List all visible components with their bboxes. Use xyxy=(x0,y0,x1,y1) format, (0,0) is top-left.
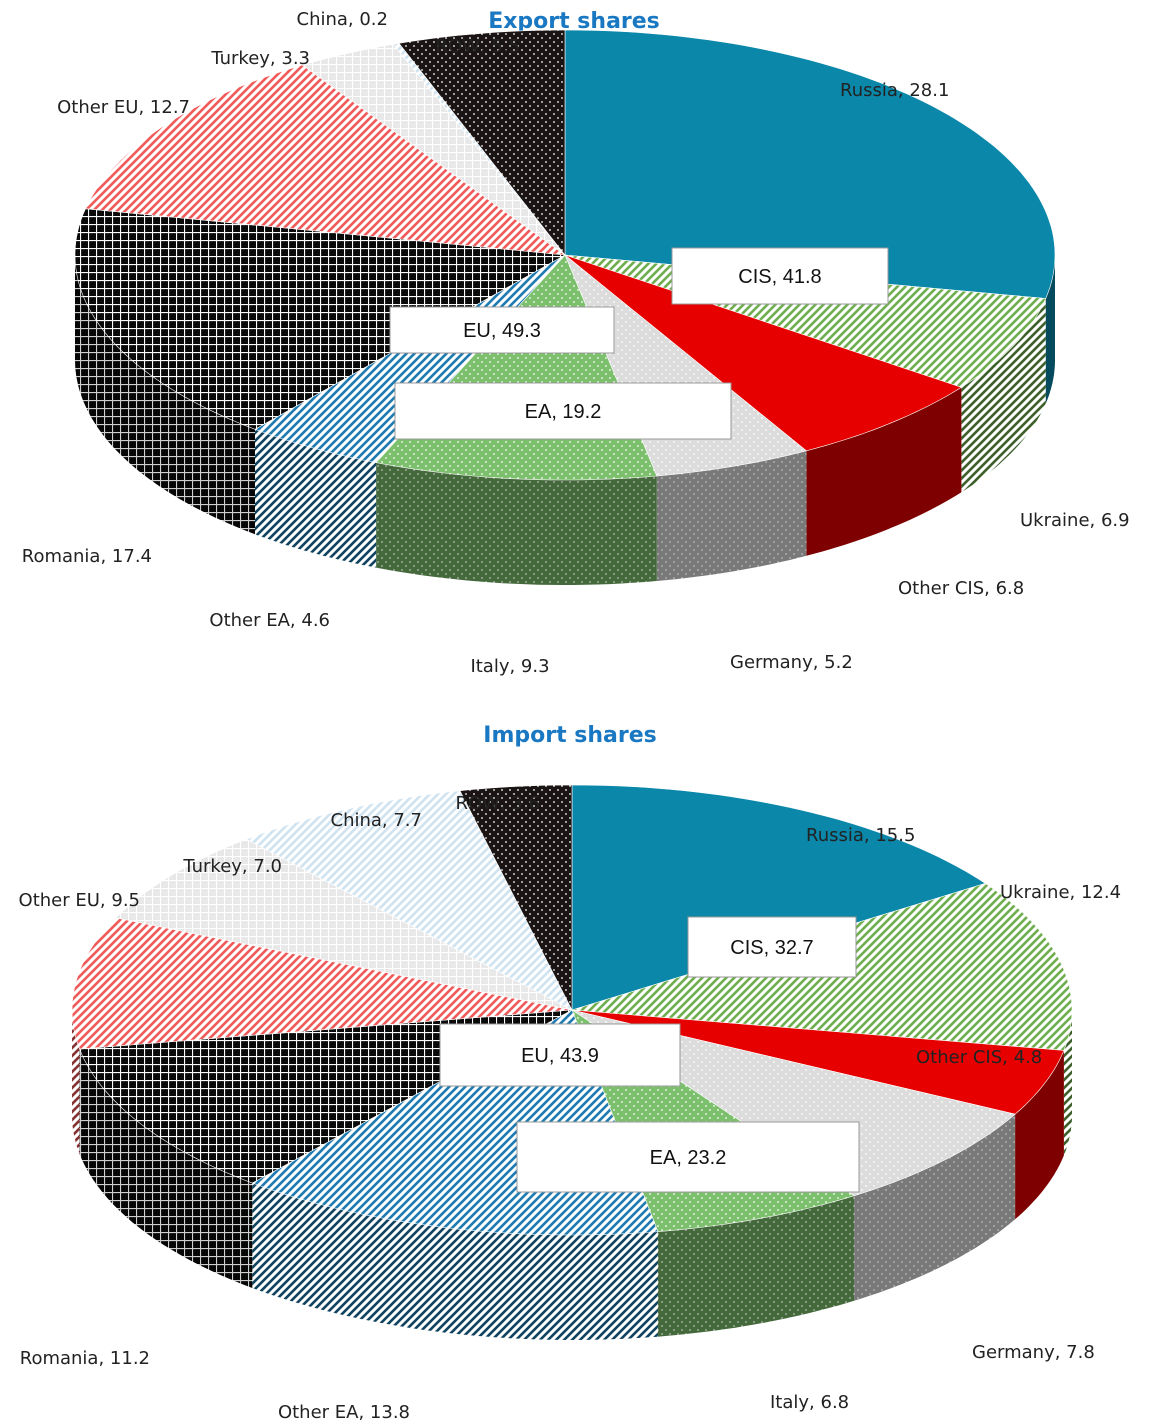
group-label-eu: EU, 49.3 xyxy=(463,320,541,342)
slice-label-china: China, 0.2 xyxy=(297,9,389,30)
export-slice-labels: Russia, 28.1 Ukraine, 6.9 Other CIS, 6.8 Ge… xyxy=(22,9,1130,677)
slice-other-cis xyxy=(564,254,963,452)
slice-label-other-ea: Other EA, 13.8 xyxy=(278,1402,410,1423)
slice-other-eu xyxy=(71,917,573,1050)
slice-side-other-eu xyxy=(72,1010,80,1154)
slice-label-russia: Russia, 15.5 xyxy=(806,825,915,846)
slice-row xyxy=(398,29,566,256)
slice-label-china: China, 7.7 xyxy=(331,810,423,831)
slice-label-other-eu: Other EU, 9.5 xyxy=(19,890,140,911)
slice-side-germany xyxy=(854,1114,1016,1301)
group-box-cis xyxy=(671,247,889,305)
slice-label-row: ROW, 5.5 xyxy=(435,36,520,57)
slice-label-other-eu: Other EU, 12.7 xyxy=(57,97,190,118)
group-box-ea xyxy=(394,382,732,440)
slice-label-ukraine: Ukraine, 6.9 xyxy=(1020,510,1130,531)
slice-russia xyxy=(571,784,987,1011)
import-shares-chart: Import shares Russia, 15.5 Ukraine, 12.4 O… xyxy=(19,723,1122,1423)
slice-label-turkey: Turkey, 3.3 xyxy=(210,48,310,69)
slice-row xyxy=(459,784,573,1011)
slice-turkey xyxy=(301,43,566,256)
slice-label-germany: Germany, 7.8 xyxy=(972,1342,1095,1363)
slice-label-other-ea: Other EA, 4.6 xyxy=(209,610,330,631)
group-box-eu xyxy=(389,306,615,354)
slice-side-italy xyxy=(657,1195,855,1337)
slice-side-russia xyxy=(1045,255,1055,404)
slice-label-ukraine: Ukraine, 12.4 xyxy=(1000,882,1121,903)
slice-label-italy: Italy, 6.8 xyxy=(770,1392,849,1413)
slice-side-other-cis xyxy=(806,387,962,556)
slice-label-turkey: Turkey, 7.0 xyxy=(182,856,282,877)
slice-romania xyxy=(74,208,566,430)
slice-germany xyxy=(571,1009,1016,1197)
group-label-eu: EU, 43.9 xyxy=(521,1045,599,1067)
slice-germany xyxy=(564,254,808,477)
slice-side-other-ea xyxy=(252,1183,658,1340)
slice-label-romania: Romania, 17.4 xyxy=(22,546,152,567)
slice-china xyxy=(245,790,573,1011)
group-box-ea xyxy=(516,1121,860,1193)
import-chart-title: Import shares xyxy=(483,723,656,748)
slice-label-other-cis: Other CIS, 4.8 xyxy=(916,1047,1042,1068)
slice-other-cis xyxy=(571,1009,1065,1115)
export-group-labels: CIS, 41.8 EU, 49.3 EA, 19.2 xyxy=(389,247,889,440)
slice-side-germany xyxy=(656,450,807,581)
slice-label-germany: Germany, 5.2 xyxy=(730,652,853,673)
slice-label-russia: Russia, 28.1 xyxy=(840,80,949,101)
slice-other-eu xyxy=(85,64,567,256)
import-slice-labels: Russia, 15.5 Ukraine, 12.4 Other CIS, 4.8 G… xyxy=(19,793,1122,1423)
slice-side-italy xyxy=(376,462,657,585)
group-label-cis: CIS, 32.7 xyxy=(730,937,813,959)
group-label-cis: CIS, 41.8 xyxy=(738,266,821,288)
group-label-ea: EA, 19.2 xyxy=(525,401,602,423)
slice-side-ukraine xyxy=(1063,1010,1072,1156)
group-box-cis xyxy=(687,916,857,978)
group-label-ea: EA, 23.2 xyxy=(650,1147,727,1169)
slice-russia xyxy=(564,29,1056,299)
slice-side-ukraine xyxy=(961,298,1046,493)
slice-side-other-cis xyxy=(1015,1050,1064,1220)
slice-label-row: ROW, 3.6 xyxy=(455,793,540,814)
slice-side-other-ea xyxy=(255,429,377,568)
group-box-eu xyxy=(439,1023,681,1087)
slice-label-italy: Italy, 9.3 xyxy=(470,656,549,677)
slice-side-romania xyxy=(75,255,255,535)
slice-label-other-cis: Other CIS, 6.8 xyxy=(898,578,1024,599)
import-group-labels: CIS, 32.7 EU, 43.9 EA, 23.2 xyxy=(439,916,860,1193)
slice-label-romania: Romania, 11.2 xyxy=(20,1348,150,1369)
slice-turkey xyxy=(115,838,573,1011)
